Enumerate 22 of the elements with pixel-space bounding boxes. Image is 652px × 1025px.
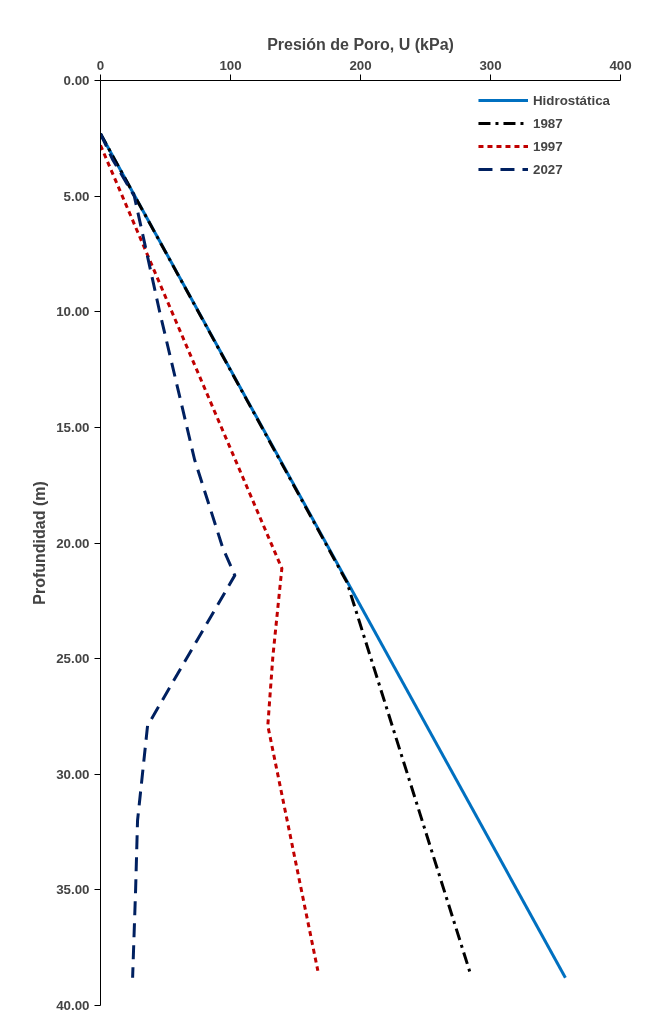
line-series — [100, 132, 237, 980]
y-tick-label: 15.00 — [56, 419, 90, 435]
y-tick-label: 25.00 — [56, 651, 90, 667]
legend-label: 1997 — [532, 138, 563, 154]
x-tick-label: 400 — [609, 57, 632, 73]
y-tick-label: 20.00 — [56, 535, 90, 551]
legend-label: 1987 — [532, 115, 563, 131]
y-tick-label: 5.00 — [63, 188, 90, 204]
legend-label: 2027 — [532, 161, 563, 177]
legend-label: Hidrostática — [532, 92, 610, 108]
x-tick-label: 200 — [349, 57, 372, 73]
x-tick-label: 300 — [479, 57, 502, 73]
x-axis-title: Presión de Poro, U (kPa) — [267, 35, 454, 53]
y-axis-title: Profundidad (m) — [31, 481, 49, 605]
x-tick-label: 0 — [96, 57, 105, 73]
y-tick-label: 35.00 — [56, 882, 90, 898]
y-tick-label: 10.00 — [56, 304, 90, 320]
y-tick-label: 0.00 — [63, 73, 90, 88]
line-series — [100, 143, 320, 973]
x-tick-label: 100 — [219, 57, 242, 73]
y-tick-label: 40.00 — [56, 998, 90, 1013]
y-tick-label: 30.00 — [56, 766, 90, 782]
